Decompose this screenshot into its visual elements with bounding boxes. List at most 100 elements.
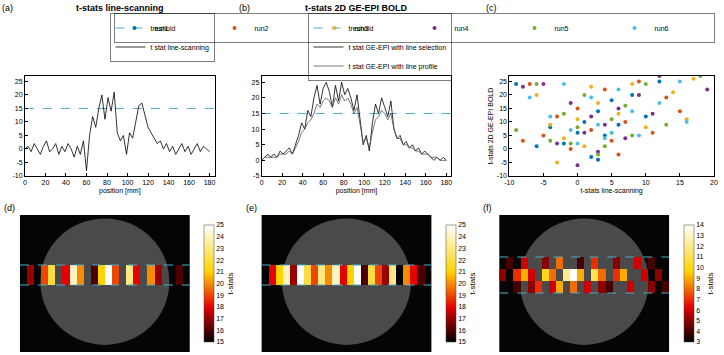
svg-text:25: 25: [252, 79, 260, 86]
svg-text:17: 17: [458, 315, 466, 322]
svg-text:5: 5: [503, 132, 507, 139]
svg-text:25: 25: [216, 221, 224, 228]
svg-text:-5: -5: [501, 159, 507, 166]
svg-text:10: 10: [696, 264, 704, 271]
svg-text:0: 0: [255, 157, 259, 164]
svg-text:40: 40: [299, 179, 307, 186]
svg-text:-5: -5: [16, 159, 22, 166]
svg-text:17: 17: [216, 315, 224, 322]
svg-text:16: 16: [216, 327, 224, 334]
svg-text:0: 0: [576, 179, 580, 186]
svg-text:t-stats: t-stats: [706, 273, 715, 295]
svg-text:16: 16: [458, 327, 466, 334]
svg-text:t stat GE-EPI with line profil: t stat GE-EPI with line profile: [349, 63, 438, 71]
svg-text:10: 10: [499, 118, 507, 125]
svg-text:22: 22: [216, 257, 224, 264]
svg-text:120: 120: [379, 179, 391, 186]
svg-text:24: 24: [458, 233, 466, 240]
svg-text:140: 140: [399, 179, 411, 186]
svg-text:15: 15: [15, 105, 23, 112]
svg-text:-5: -5: [540, 179, 546, 186]
svg-text:run6: run6: [655, 25, 669, 32]
svg-text:run3: run3: [355, 25, 369, 32]
svg-text:10: 10: [252, 126, 260, 133]
svg-text:20: 20: [710, 179, 718, 186]
svg-text:60: 60: [83, 179, 91, 186]
svg-text:t stat GE-EPI with line select: t stat GE-EPI with line selection: [349, 44, 447, 51]
svg-text:0: 0: [260, 179, 264, 186]
svg-text:100: 100: [358, 179, 370, 186]
svg-text:160: 160: [420, 179, 432, 186]
svg-text:0: 0: [23, 179, 27, 186]
svg-text:(c): (c): [486, 3, 497, 13]
svg-text:(b): (b): [239, 3, 250, 13]
svg-text:position [mm]: position [mm]: [99, 187, 141, 195]
svg-text:23: 23: [216, 245, 224, 252]
svg-text:t-stats: t-stats: [226, 273, 235, 295]
svg-text:80: 80: [340, 179, 348, 186]
svg-text:0: 0: [19, 145, 23, 152]
svg-text:20: 20: [15, 91, 23, 98]
svg-text:run4: run4: [455, 25, 469, 32]
svg-text:24: 24: [216, 233, 224, 240]
svg-text:(f): (f): [483, 203, 492, 213]
svg-text:6: 6: [696, 307, 700, 314]
svg-text:position [mm]: position [mm]: [336, 187, 378, 195]
svg-text:180: 180: [440, 179, 452, 186]
svg-text:20: 20: [216, 280, 224, 287]
svg-text:4: 4: [696, 328, 700, 335]
svg-text:20: 20: [252, 94, 260, 101]
svg-text:80: 80: [103, 179, 111, 186]
svg-text:22: 22: [458, 257, 466, 264]
svg-text:15: 15: [252, 110, 260, 117]
svg-text:180: 180: [204, 179, 216, 186]
svg-text:(d): (d): [4, 203, 15, 213]
svg-text:60: 60: [319, 179, 327, 186]
svg-text:18: 18: [216, 303, 224, 310]
svg-text:-5: -5: [253, 172, 259, 179]
svg-text:40: 40: [62, 179, 70, 186]
svg-text:-10: -10: [13, 172, 23, 179]
svg-text:13: 13: [696, 232, 704, 239]
svg-text:14: 14: [696, 221, 704, 228]
svg-text:25: 25: [458, 221, 466, 228]
svg-text:140: 140: [163, 179, 175, 186]
svg-text:19: 19: [216, 292, 224, 299]
svg-text:run5: run5: [555, 25, 569, 32]
svg-text:t stat line-scanning: t stat line-scanning: [151, 44, 209, 52]
svg-text:3: 3: [696, 338, 700, 345]
svg-text:20: 20: [278, 179, 286, 186]
svg-text:21: 21: [216, 268, 224, 275]
svg-text:(a): (a): [2, 3, 13, 13]
svg-text:5: 5: [19, 132, 23, 139]
svg-text:25: 25: [499, 78, 507, 85]
svg-text:23: 23: [458, 245, 466, 252]
svg-text:100: 100: [122, 179, 134, 186]
svg-text:0: 0: [503, 145, 507, 152]
svg-text:10: 10: [642, 179, 650, 186]
svg-text:20: 20: [499, 91, 507, 98]
svg-text:15: 15: [676, 179, 684, 186]
svg-text:t-stats line-scanning: t-stats line-scanning: [76, 3, 164, 13]
svg-text:25: 25: [15, 78, 23, 85]
svg-text:12: 12: [696, 243, 704, 250]
svg-text:21: 21: [458, 268, 466, 275]
svg-text:15: 15: [458, 338, 466, 345]
svg-text:7: 7: [696, 296, 700, 303]
svg-text:run2: run2: [255, 25, 269, 32]
svg-text:(e): (e): [246, 203, 257, 213]
svg-text:5: 5: [610, 179, 614, 186]
svg-text:20: 20: [458, 280, 466, 287]
svg-text:18: 18: [458, 303, 466, 310]
svg-text:11: 11: [696, 253, 703, 260]
svg-text:t-stats 2D GE-EPI BOLD: t-stats 2D GE-EPI BOLD: [305, 3, 408, 13]
svg-text:15: 15: [216, 338, 224, 345]
svg-text:15: 15: [499, 105, 507, 112]
svg-text:120: 120: [142, 179, 154, 186]
svg-text:160: 160: [183, 179, 195, 186]
svg-text:19: 19: [458, 292, 466, 299]
svg-text:10: 10: [15, 118, 23, 125]
svg-text:-10: -10: [497, 172, 507, 179]
svg-text:5: 5: [255, 141, 259, 148]
svg-text:8: 8: [696, 285, 700, 292]
